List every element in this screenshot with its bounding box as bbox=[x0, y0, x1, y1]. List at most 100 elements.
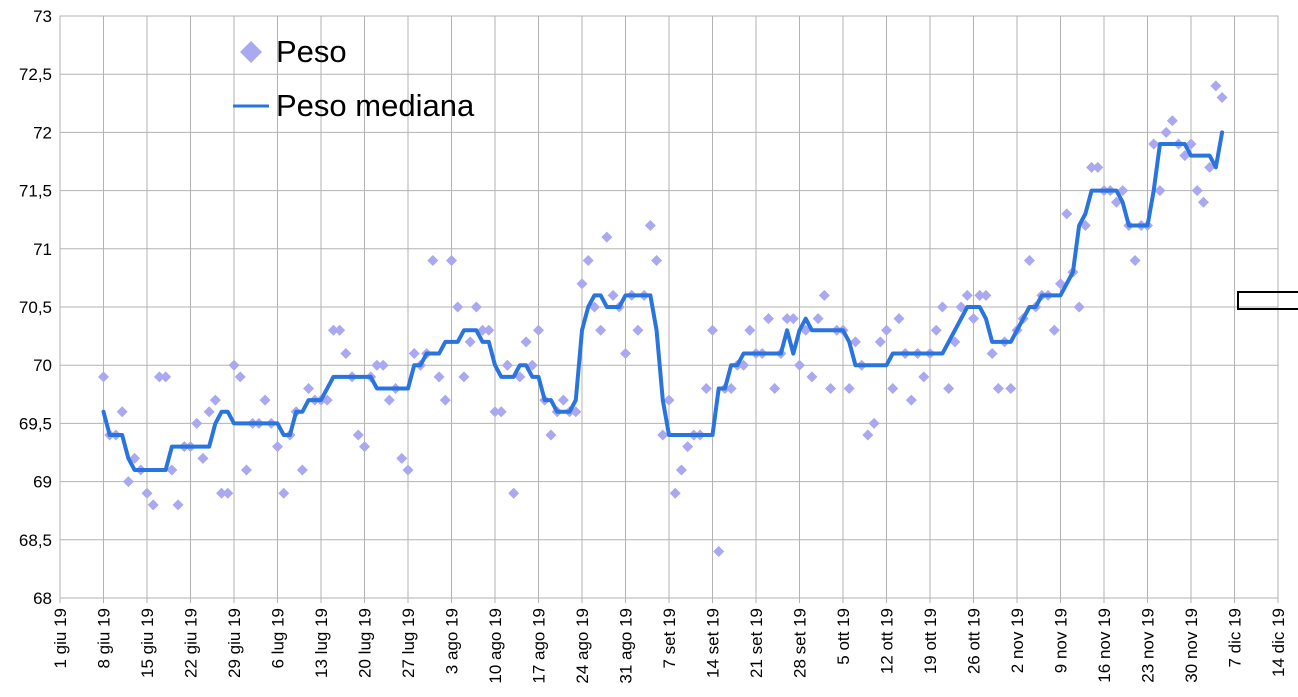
peso-data-point bbox=[383, 394, 395, 406]
peso-data-point bbox=[1191, 185, 1203, 197]
plot-frame bbox=[59, 15, 1279, 599]
peso-data-point bbox=[557, 394, 569, 406]
peso-data-point bbox=[501, 359, 513, 371]
peso-data-point bbox=[794, 359, 805, 371]
y-tick-label: 70,5 bbox=[19, 298, 52, 317]
peso-data-point bbox=[446, 254, 457, 266]
y-axis-tick-labels: 68 68,5 69 69,5 70 70,5 71 71,5 72 72,5 73 bbox=[19, 7, 52, 608]
x-tick-label: 27 lug 19 bbox=[399, 608, 418, 678]
peso-data-point bbox=[520, 336, 532, 348]
peso-data-point bbox=[675, 464, 687, 476]
peso-data-point bbox=[707, 324, 718, 336]
x-tick-label: 6 lug 19 bbox=[269, 608, 288, 669]
peso-data-point bbox=[433, 371, 445, 383]
peso-data-point bbox=[234, 371, 246, 383]
peso-data-point bbox=[980, 289, 992, 301]
peso-data-point bbox=[620, 348, 631, 360]
peso-data-point bbox=[862, 429, 874, 441]
peso-data-point bbox=[669, 487, 681, 499]
peso-data-point bbox=[122, 476, 134, 488]
y-tick-label: 70 bbox=[33, 356, 52, 375]
peso-data-point bbox=[887, 382, 899, 394]
peso-data-point bbox=[868, 417, 880, 429]
peso-data-point bbox=[278, 487, 290, 499]
y-tick-label: 69,5 bbox=[19, 414, 52, 433]
legend: Peso Peso mediana bbox=[233, 34, 475, 123]
peso-data-point bbox=[427, 254, 439, 266]
peso-data-point bbox=[576, 278, 588, 290]
x-tick-label: 3 ago 19 bbox=[443, 608, 462, 674]
peso-data-point bbox=[992, 382, 1004, 394]
y-tick-label: 71 bbox=[33, 240, 52, 259]
peso-data-point bbox=[936, 301, 948, 313]
peso-data-point bbox=[874, 336, 886, 348]
x-tick-label: 16 nov 19 bbox=[1095, 608, 1114, 683]
peso-data-point bbox=[1216, 91, 1228, 103]
peso-data-point bbox=[781, 313, 793, 325]
x-tick-label: 22 giu 19 bbox=[182, 608, 201, 678]
peso-data-point bbox=[1005, 382, 1017, 394]
peso-data-point bbox=[408, 348, 420, 360]
peso-data-point bbox=[495, 406, 507, 418]
peso-data-point bbox=[1023, 254, 1035, 266]
x-tick-label: 24 ago 19 bbox=[573, 608, 592, 684]
peso-data-point bbox=[682, 441, 694, 453]
peso-data-point bbox=[141, 487, 153, 499]
peso-data-point bbox=[483, 324, 495, 336]
x-tick-label: 8 giu 19 bbox=[95, 608, 114, 669]
x-tick-label: 21 set 19 bbox=[747, 608, 766, 678]
peso-data-point bbox=[203, 406, 215, 418]
peso-data-point bbox=[961, 289, 973, 301]
peso-data-point bbox=[160, 371, 172, 383]
peso-data-point bbox=[806, 371, 818, 383]
edge-rectangle bbox=[1237, 291, 1298, 310]
peso-data-point bbox=[1073, 301, 1085, 313]
peso-data-point bbox=[632, 324, 644, 336]
peso-data-point bbox=[191, 417, 203, 429]
peso-data-point bbox=[1160, 126, 1172, 138]
x-tick-label: 2 nov 19 bbox=[1008, 608, 1027, 673]
peso-data-point bbox=[725, 382, 737, 394]
peso-data-point bbox=[918, 371, 930, 383]
x-tick-label: 28 set 19 bbox=[791, 608, 810, 678]
x-tick-label: 7 set 19 bbox=[660, 608, 679, 669]
x-tick-label: 13 lug 19 bbox=[312, 608, 331, 678]
peso-data-point bbox=[968, 313, 979, 325]
peso-data-point bbox=[327, 324, 339, 336]
peso-data-point bbox=[1061, 208, 1073, 220]
peso-data-point bbox=[881, 324, 892, 336]
y-tick-label: 68,5 bbox=[19, 531, 52, 550]
peso-data-point bbox=[197, 452, 209, 464]
x-tick-label: 12 ott 19 bbox=[878, 608, 897, 674]
peso-data-point bbox=[825, 382, 837, 394]
peso-data-point bbox=[812, 313, 824, 325]
x-tick-label: 17 ago 19 bbox=[530, 608, 549, 684]
peso-data-point bbox=[1048, 324, 1060, 336]
y-tick-label: 72,5 bbox=[19, 65, 52, 84]
peso-data-point bbox=[452, 301, 464, 313]
peso-data-point bbox=[396, 452, 408, 464]
peso-data-point bbox=[359, 441, 370, 453]
y-tick-label: 71,5 bbox=[19, 182, 52, 201]
peso-data-point bbox=[147, 499, 159, 511]
peso-data-point bbox=[172, 499, 184, 511]
x-tick-label: 1 giu 19 bbox=[51, 608, 70, 669]
x-tick-label: 14 set 19 bbox=[704, 608, 723, 678]
peso-data-point bbox=[657, 429, 669, 441]
x-axis-tick-labels: 1 giu 19 8 giu 19 15 giu 19 22 giu 19 29 giu… bbox=[51, 608, 1288, 684]
peso-data-point bbox=[1086, 161, 1098, 173]
y-tick-label: 69 bbox=[33, 473, 52, 492]
peso-data-point bbox=[1092, 161, 1104, 173]
peso-data-point bbox=[545, 429, 557, 441]
peso-data-point bbox=[849, 336, 861, 348]
peso-data-point bbox=[98, 371, 109, 383]
peso-data-point bbox=[296, 464, 308, 476]
x-tick-label: 7 dic 19 bbox=[1226, 608, 1245, 668]
x-tick-label: 20 lug 19 bbox=[356, 608, 375, 678]
peso-data-point bbox=[1166, 115, 1178, 127]
legend-diamond-marker bbox=[240, 41, 262, 63]
peso-data-point bbox=[1154, 185, 1166, 197]
peso-data-point bbox=[1197, 196, 1209, 208]
peso-data-point bbox=[334, 324, 346, 336]
